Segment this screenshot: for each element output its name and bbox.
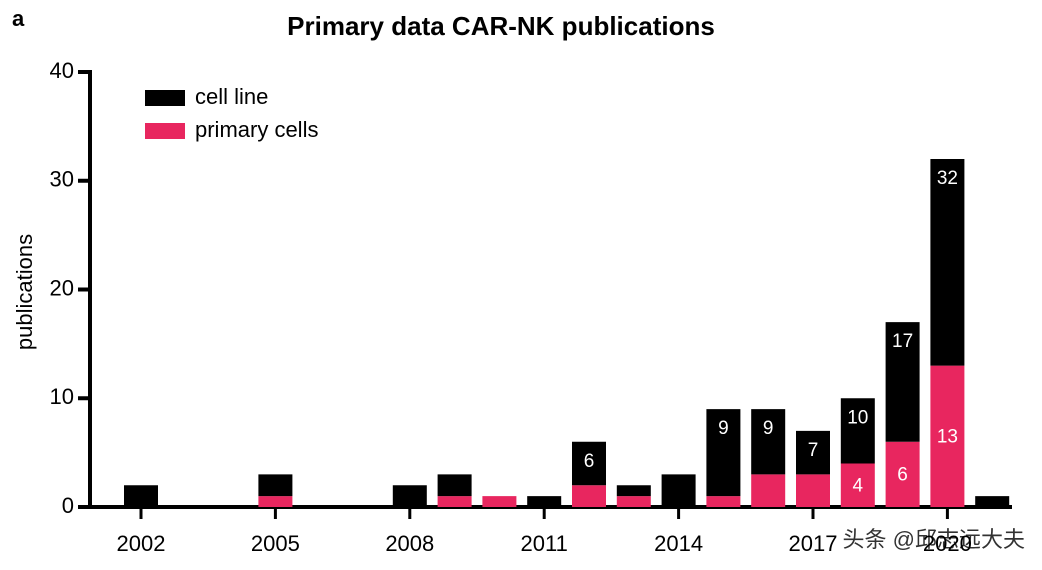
bar-segment <box>616 496 651 507</box>
bar-segment <box>258 496 293 507</box>
y-tick-label: 40 <box>50 58 74 83</box>
bar-segment <box>437 496 472 507</box>
bar-segment <box>751 409 786 475</box>
total-label: 10 <box>847 407 868 428</box>
bar-segment <box>572 441 606 486</box>
x-tick-label: 2005 <box>251 531 300 556</box>
y-tick-label: 10 <box>50 384 74 409</box>
bar-segment <box>885 441 920 507</box>
x-tick-label: 2017 <box>789 531 838 556</box>
chart-title: Primary data CAR-NK publications <box>287 11 715 41</box>
total-label: 7 <box>808 440 819 461</box>
bar-segment <box>616 485 651 497</box>
bar-segment <box>796 430 830 475</box>
legend-swatch <box>145 90 185 106</box>
bar-segment <box>885 322 920 442</box>
total-label: 6 <box>584 451 595 472</box>
x-tick-label: 2011 <box>521 531 568 556</box>
bar-segment <box>706 409 741 497</box>
x-tick-label: 2020 <box>923 531 972 556</box>
x-tick-label: 2014 <box>654 531 703 556</box>
total-label: 9 <box>718 418 729 439</box>
y-tick-label: 30 <box>50 167 74 192</box>
value-label: 13 <box>937 426 958 447</box>
legend-label: cell line <box>195 84 268 109</box>
x-tick-label: 2008 <box>385 531 434 556</box>
bar-segment <box>706 496 741 507</box>
watermark: 头条 @邱志远大夫 <box>843 527 1025 552</box>
bar-segment <box>258 474 293 497</box>
legend-swatch <box>145 123 185 139</box>
bar-segment <box>572 485 606 507</box>
bar-segment <box>437 474 472 497</box>
y-axis-label: publications <box>12 234 37 350</box>
bar-segment <box>930 365 965 507</box>
bar-segment <box>840 398 875 464</box>
x-tick-label: 2002 <box>117 531 166 556</box>
bar-segment <box>840 463 875 507</box>
y-tick-label: 0 <box>62 493 74 518</box>
value-label: 4 <box>853 475 864 496</box>
legend-label: primary cells <box>195 117 318 142</box>
bar-segment <box>796 474 830 507</box>
total-label: 17 <box>892 331 913 352</box>
bar-segment <box>124 485 158 507</box>
total-label: 9 <box>763 418 774 439</box>
bar-segment <box>482 496 517 507</box>
value-label: 6 <box>897 464 908 485</box>
y-tick-label: 20 <box>50 275 74 300</box>
bar-segment <box>930 159 965 366</box>
bar-segment <box>975 496 1010 507</box>
total-label: 32 <box>937 168 958 189</box>
bar-segment <box>661 474 696 507</box>
bar-segment <box>527 496 562 507</box>
bar-segment <box>392 485 427 507</box>
bar-segment <box>751 474 786 507</box>
panel-label: a <box>12 6 25 31</box>
